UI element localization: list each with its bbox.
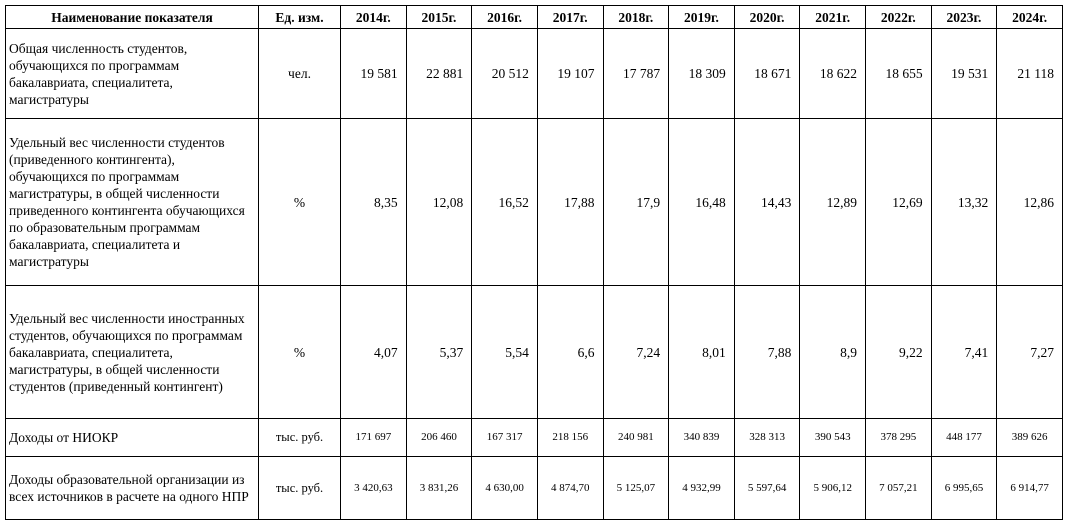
header-cell: 2020г. bbox=[733, 5, 801, 29]
unit: % bbox=[258, 285, 341, 419]
value-cell: 8,01 bbox=[668, 285, 735, 419]
value-cell: 18 309 bbox=[668, 28, 735, 119]
value-cell: 21 118 bbox=[996, 28, 1063, 119]
value-cell: 14,43 bbox=[733, 118, 801, 286]
value-cell: 7,41 bbox=[930, 285, 998, 419]
value-cell: 13,32 bbox=[930, 118, 998, 286]
value-cell: 4 932,99 bbox=[668, 456, 735, 520]
value-cell: 5 125,07 bbox=[602, 456, 670, 520]
value-cell: 7 057,21 bbox=[865, 456, 932, 520]
value-cell: 17,88 bbox=[536, 118, 604, 286]
value-cell: 8,35 bbox=[340, 118, 407, 286]
header-row: Наименование показателя Ед. изм. 2014г. 201… bbox=[5, 5, 1063, 29]
value-cell: 16,52 bbox=[471, 118, 538, 286]
value-cell: 167 317 bbox=[471, 418, 538, 457]
value-cell: 206 460 bbox=[405, 418, 473, 457]
value-cell: 16,48 bbox=[668, 118, 735, 286]
header-cell: 2022г. bbox=[865, 5, 932, 29]
header-cell: 2024г. bbox=[996, 5, 1063, 29]
value-cell: 240 981 bbox=[602, 418, 670, 457]
unit: % bbox=[258, 118, 341, 286]
value-cell: 389 626 bbox=[996, 418, 1063, 457]
table-row: Удельный вес численности студентов (прив… bbox=[5, 118, 1063, 286]
header-cell: 2018г. bbox=[602, 5, 670, 29]
value-cell: 3 420,63 bbox=[340, 456, 407, 520]
header-cell: 2017г. bbox=[536, 5, 604, 29]
value-cell: 7,27 bbox=[996, 285, 1063, 419]
value-cell: 3 831,26 bbox=[405, 456, 473, 520]
unit: тыс. руб. bbox=[258, 418, 341, 457]
value-cell: 12,86 bbox=[996, 118, 1063, 286]
header-cell: 2021г. bbox=[799, 5, 866, 29]
header-cell: 2016г. bbox=[471, 5, 538, 29]
value-cell: 390 543 bbox=[799, 418, 866, 457]
value-cell: 17 787 bbox=[602, 28, 670, 119]
value-cell: 6 995,65 bbox=[930, 456, 998, 520]
value-cell: 6,6 bbox=[536, 285, 604, 419]
value-cell: 18 622 bbox=[799, 28, 866, 119]
value-cell: 17,9 bbox=[602, 118, 670, 286]
value-cell: 4,07 bbox=[340, 285, 407, 419]
value-cell: 7,88 bbox=[733, 285, 801, 419]
data-table: Наименование показателя Ед. изм. 2014г. 201… bbox=[5, 5, 1063, 520]
value-cell: 22 881 bbox=[405, 28, 473, 119]
value-cell: 171 697 bbox=[340, 418, 407, 457]
value-cell: 12,89 bbox=[799, 118, 866, 286]
value-cell: 5,54 bbox=[471, 285, 538, 419]
table-row: Удельный вес численности иностранных сту… bbox=[5, 285, 1063, 419]
table-row: Доходы образовательной организации из вс… bbox=[5, 456, 1063, 520]
value-cell: 328 313 bbox=[733, 418, 801, 457]
value-cell: 340 839 bbox=[668, 418, 735, 457]
value-cell: 378 295 bbox=[865, 418, 932, 457]
header-cell: Наименование показателя bbox=[5, 5, 259, 29]
value-cell: 20 512 bbox=[471, 28, 538, 119]
value-cell: 4 630,00 bbox=[471, 456, 538, 520]
indicator-name: Удельный вес численности студентов (прив… bbox=[5, 118, 259, 286]
header-cell: 2014г. bbox=[340, 5, 407, 29]
table-row: Доходы от НИОКР тыс. руб. 171 697 206 460 16… bbox=[5, 418, 1063, 457]
unit: тыс. руб. bbox=[258, 456, 341, 520]
value-cell: 7,24 bbox=[602, 285, 670, 419]
value-cell: 8,9 bbox=[799, 285, 866, 419]
value-cell: 6 914,77 bbox=[996, 456, 1063, 520]
value-cell: 5 597,64 bbox=[733, 456, 801, 520]
value-cell: 218 156 bbox=[536, 418, 604, 457]
value-cell: 12,69 bbox=[865, 118, 932, 286]
header-cell: Ед. изм. bbox=[258, 5, 341, 29]
value-cell: 5,37 bbox=[405, 285, 473, 419]
value-cell: 19 581 bbox=[340, 28, 407, 119]
indicator-name: Доходы от НИОКР bbox=[5, 418, 259, 457]
indicator-name: Общая численность студентов, обучающихся… bbox=[5, 28, 259, 119]
table-row: Общая численность студентов, обучающихся… bbox=[5, 28, 1063, 119]
header-cell: 2019г. bbox=[668, 5, 735, 29]
value-cell: 5 906,12 bbox=[799, 456, 866, 520]
header-cell: 2023г. bbox=[930, 5, 998, 29]
value-cell: 448 177 bbox=[930, 418, 998, 457]
unit: чел. bbox=[258, 28, 341, 119]
value-cell: 18 671 bbox=[733, 28, 801, 119]
header-cell: 2015г. bbox=[405, 5, 473, 29]
indicator-name: Удельный вес численности иностранных сту… bbox=[5, 285, 259, 419]
value-cell: 12,08 bbox=[405, 118, 473, 286]
value-cell: 19 531 bbox=[930, 28, 998, 119]
value-cell: 9,22 bbox=[865, 285, 932, 419]
indicator-name: Доходы образовательной организации из вс… bbox=[5, 456, 259, 520]
value-cell: 19 107 bbox=[536, 28, 604, 119]
value-cell: 4 874,70 bbox=[536, 456, 604, 520]
value-cell: 18 655 bbox=[865, 28, 932, 119]
